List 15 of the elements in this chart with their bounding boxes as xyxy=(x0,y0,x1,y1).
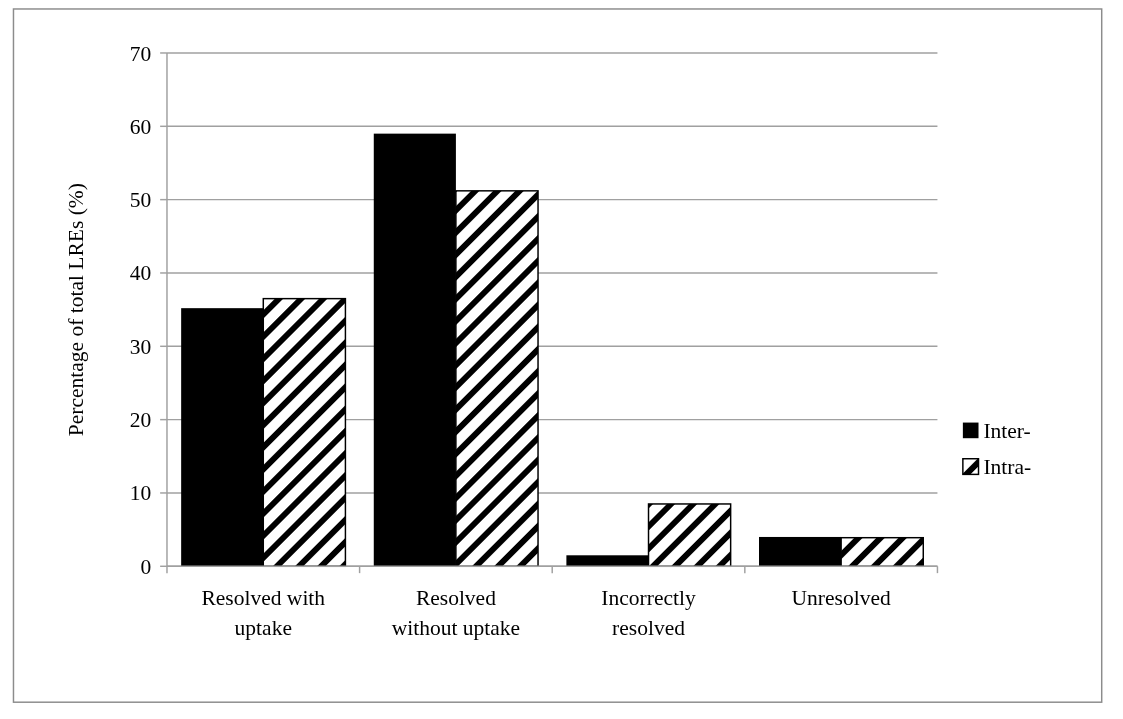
y-axis-title: Percentage of total LREs (%) xyxy=(63,183,88,437)
y-tick-label: 60 xyxy=(129,114,152,139)
y-tick-label: 50 xyxy=(129,188,152,213)
y-tick-label: 40 xyxy=(129,261,152,286)
x-tick-label: Incorrectly resolved xyxy=(601,586,696,640)
y-tick-label: 30 xyxy=(129,334,152,359)
y-tick-label: 70 xyxy=(129,41,152,66)
y-tick-label: 10 xyxy=(129,481,152,506)
y-tick-label: 0 xyxy=(140,554,152,579)
x-tick-label: Unresolved xyxy=(791,586,891,611)
legend-label: Intra- xyxy=(983,455,1032,480)
x-tick-label: Resolved with uptake xyxy=(201,586,326,640)
x-tick-label: Resolved without uptake xyxy=(391,586,521,640)
legend-label: Inter- xyxy=(983,418,1031,443)
y-tick-label: 20 xyxy=(129,408,152,433)
